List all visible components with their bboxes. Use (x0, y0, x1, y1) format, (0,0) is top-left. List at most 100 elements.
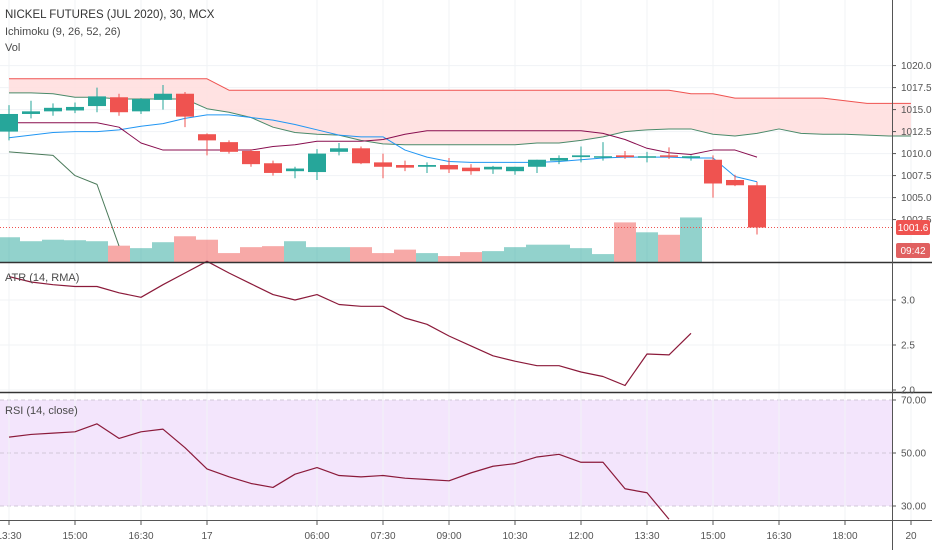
candle-body[interactable] (44, 107, 62, 112)
candle-body[interactable] (616, 155, 634, 158)
candle-body[interactable] (484, 166, 502, 170)
candle-body[interactable] (396, 165, 414, 168)
ichimoku-cloud (9, 78, 911, 145)
candle-body[interactable] (660, 155, 678, 157)
volume-bar (42, 239, 64, 262)
atr-legend[interactable]: ATR (14, RMA) (5, 272, 79, 284)
candle-body[interactable] (330, 148, 348, 152)
volume-bars (0, 217, 702, 262)
volume-bar (438, 256, 460, 262)
candle-body[interactable] (594, 156, 612, 158)
volume-bar (86, 241, 108, 262)
candle-body[interactable] (176, 93, 194, 117)
time-tick-label: 17 (201, 531, 213, 542)
candle-body[interactable] (550, 157, 568, 161)
volume-bar (240, 247, 262, 262)
candle-body[interactable] (528, 159, 546, 167)
volume-bar (284, 241, 306, 262)
candle-body[interactable] (242, 150, 260, 165)
vol-legend[interactable]: Vol (5, 42, 20, 54)
time-tick-label: 16:30 (128, 531, 153, 542)
candle-body[interactable] (374, 162, 392, 167)
volume-bar (262, 246, 284, 262)
candle-body[interactable] (440, 165, 458, 170)
candle-body[interactable] (308, 153, 326, 173)
candle-body[interactable] (462, 167, 480, 172)
price-tick-label: 1007.5 (901, 171, 932, 182)
volume-bar (196, 239, 218, 262)
candle-body[interactable] (264, 163, 282, 173)
volume-bar (0, 237, 20, 262)
volume-bar (416, 253, 438, 262)
last-price-tag-text: 1001.6 (898, 223, 929, 234)
volume-bar (592, 254, 614, 262)
volume-bar (460, 252, 482, 262)
time-tick-label: 20 (905, 531, 917, 542)
candle-body[interactable] (220, 142, 238, 152)
candle-body[interactable] (704, 159, 722, 184)
volume-bar (614, 222, 636, 262)
countdown-tag-bg (896, 243, 930, 258)
volume-bar (482, 251, 504, 262)
candle-body[interactable] (88, 96, 106, 107)
volume-bar (64, 240, 86, 262)
candle-body[interactable] (154, 93, 172, 100)
volume-bar (350, 247, 372, 262)
volume-bar (130, 248, 152, 262)
candle-body[interactable] (286, 168, 304, 172)
last-price-tag: 1001.6 (896, 220, 930, 235)
atr-line (8, 260, 692, 387)
candle-body[interactable] (0, 113, 18, 132)
candle-body[interactable] (726, 179, 744, 186)
candles[interactable] (0, 84, 766, 235)
candle-body[interactable] (352, 148, 370, 164)
rsi-legend[interactable]: RSI (14, close) (5, 405, 78, 417)
volume-bar (152, 242, 174, 262)
countdown-tag-text: 09:42 (900, 246, 925, 257)
price-tick-label: 1010.0 (901, 149, 932, 160)
volume-bar (526, 244, 548, 262)
candle-body[interactable] (22, 111, 40, 114)
chart-title[interactable]: NICKEL FUTURES (JUL 2020), 30, MCX (5, 9, 215, 21)
candle-body[interactable] (572, 155, 590, 158)
candle-body[interactable] (638, 156, 656, 158)
ichimoku-legend[interactable]: Ichimoku (9, 26, 52, 26) (5, 26, 121, 38)
volume-bar (548, 244, 570, 262)
volume-bar (504, 247, 526, 262)
candle-body[interactable] (110, 97, 128, 113)
candle-body[interactable] (198, 134, 216, 141)
rsi-line (8, 423, 670, 520)
senkou-span-b (9, 78, 911, 104)
volume-bar (306, 247, 328, 262)
time-tick-label: 07:30 (370, 531, 395, 542)
time-tick-label: 12:00 (568, 531, 593, 542)
time-tick-label: 18:00 (832, 531, 857, 542)
volume-bar (394, 249, 416, 262)
candle-body[interactable] (748, 185, 766, 228)
atr-series (8, 260, 692, 387)
volume-bar (108, 245, 130, 262)
candle-body[interactable] (132, 99, 150, 112)
time-tick-label: 15:00 (700, 531, 725, 542)
time-tick-label: 13:30 (634, 531, 659, 542)
time-tick-label: 16:30 (766, 531, 791, 542)
rsi-tick-label: 50.00 (901, 449, 926, 460)
y-axis-labels: 1002.51005.01007.51010.01012.51015.01017… (892, 61, 932, 513)
rsi-series (8, 423, 670, 520)
time-tick-label: 13:30 (0, 531, 22, 542)
last-price-tag-bg (896, 220, 930, 235)
time-tick-label: 15:00 (62, 531, 87, 542)
time-tick-label: 06:00 (304, 531, 329, 542)
candle-body[interactable] (682, 156, 700, 158)
volume-bar (658, 234, 680, 262)
candle-body[interactable] (506, 166, 524, 172)
candle-body[interactable] (66, 106, 84, 111)
candle-body[interactable] (418, 165, 436, 167)
volume-bar (570, 248, 592, 262)
price-tick-label: 1012.5 (901, 127, 932, 138)
rsi-tick-label: 30.00 (901, 502, 926, 513)
volume-bar (218, 253, 240, 262)
countdown-tag: 09:42 (896, 243, 930, 258)
